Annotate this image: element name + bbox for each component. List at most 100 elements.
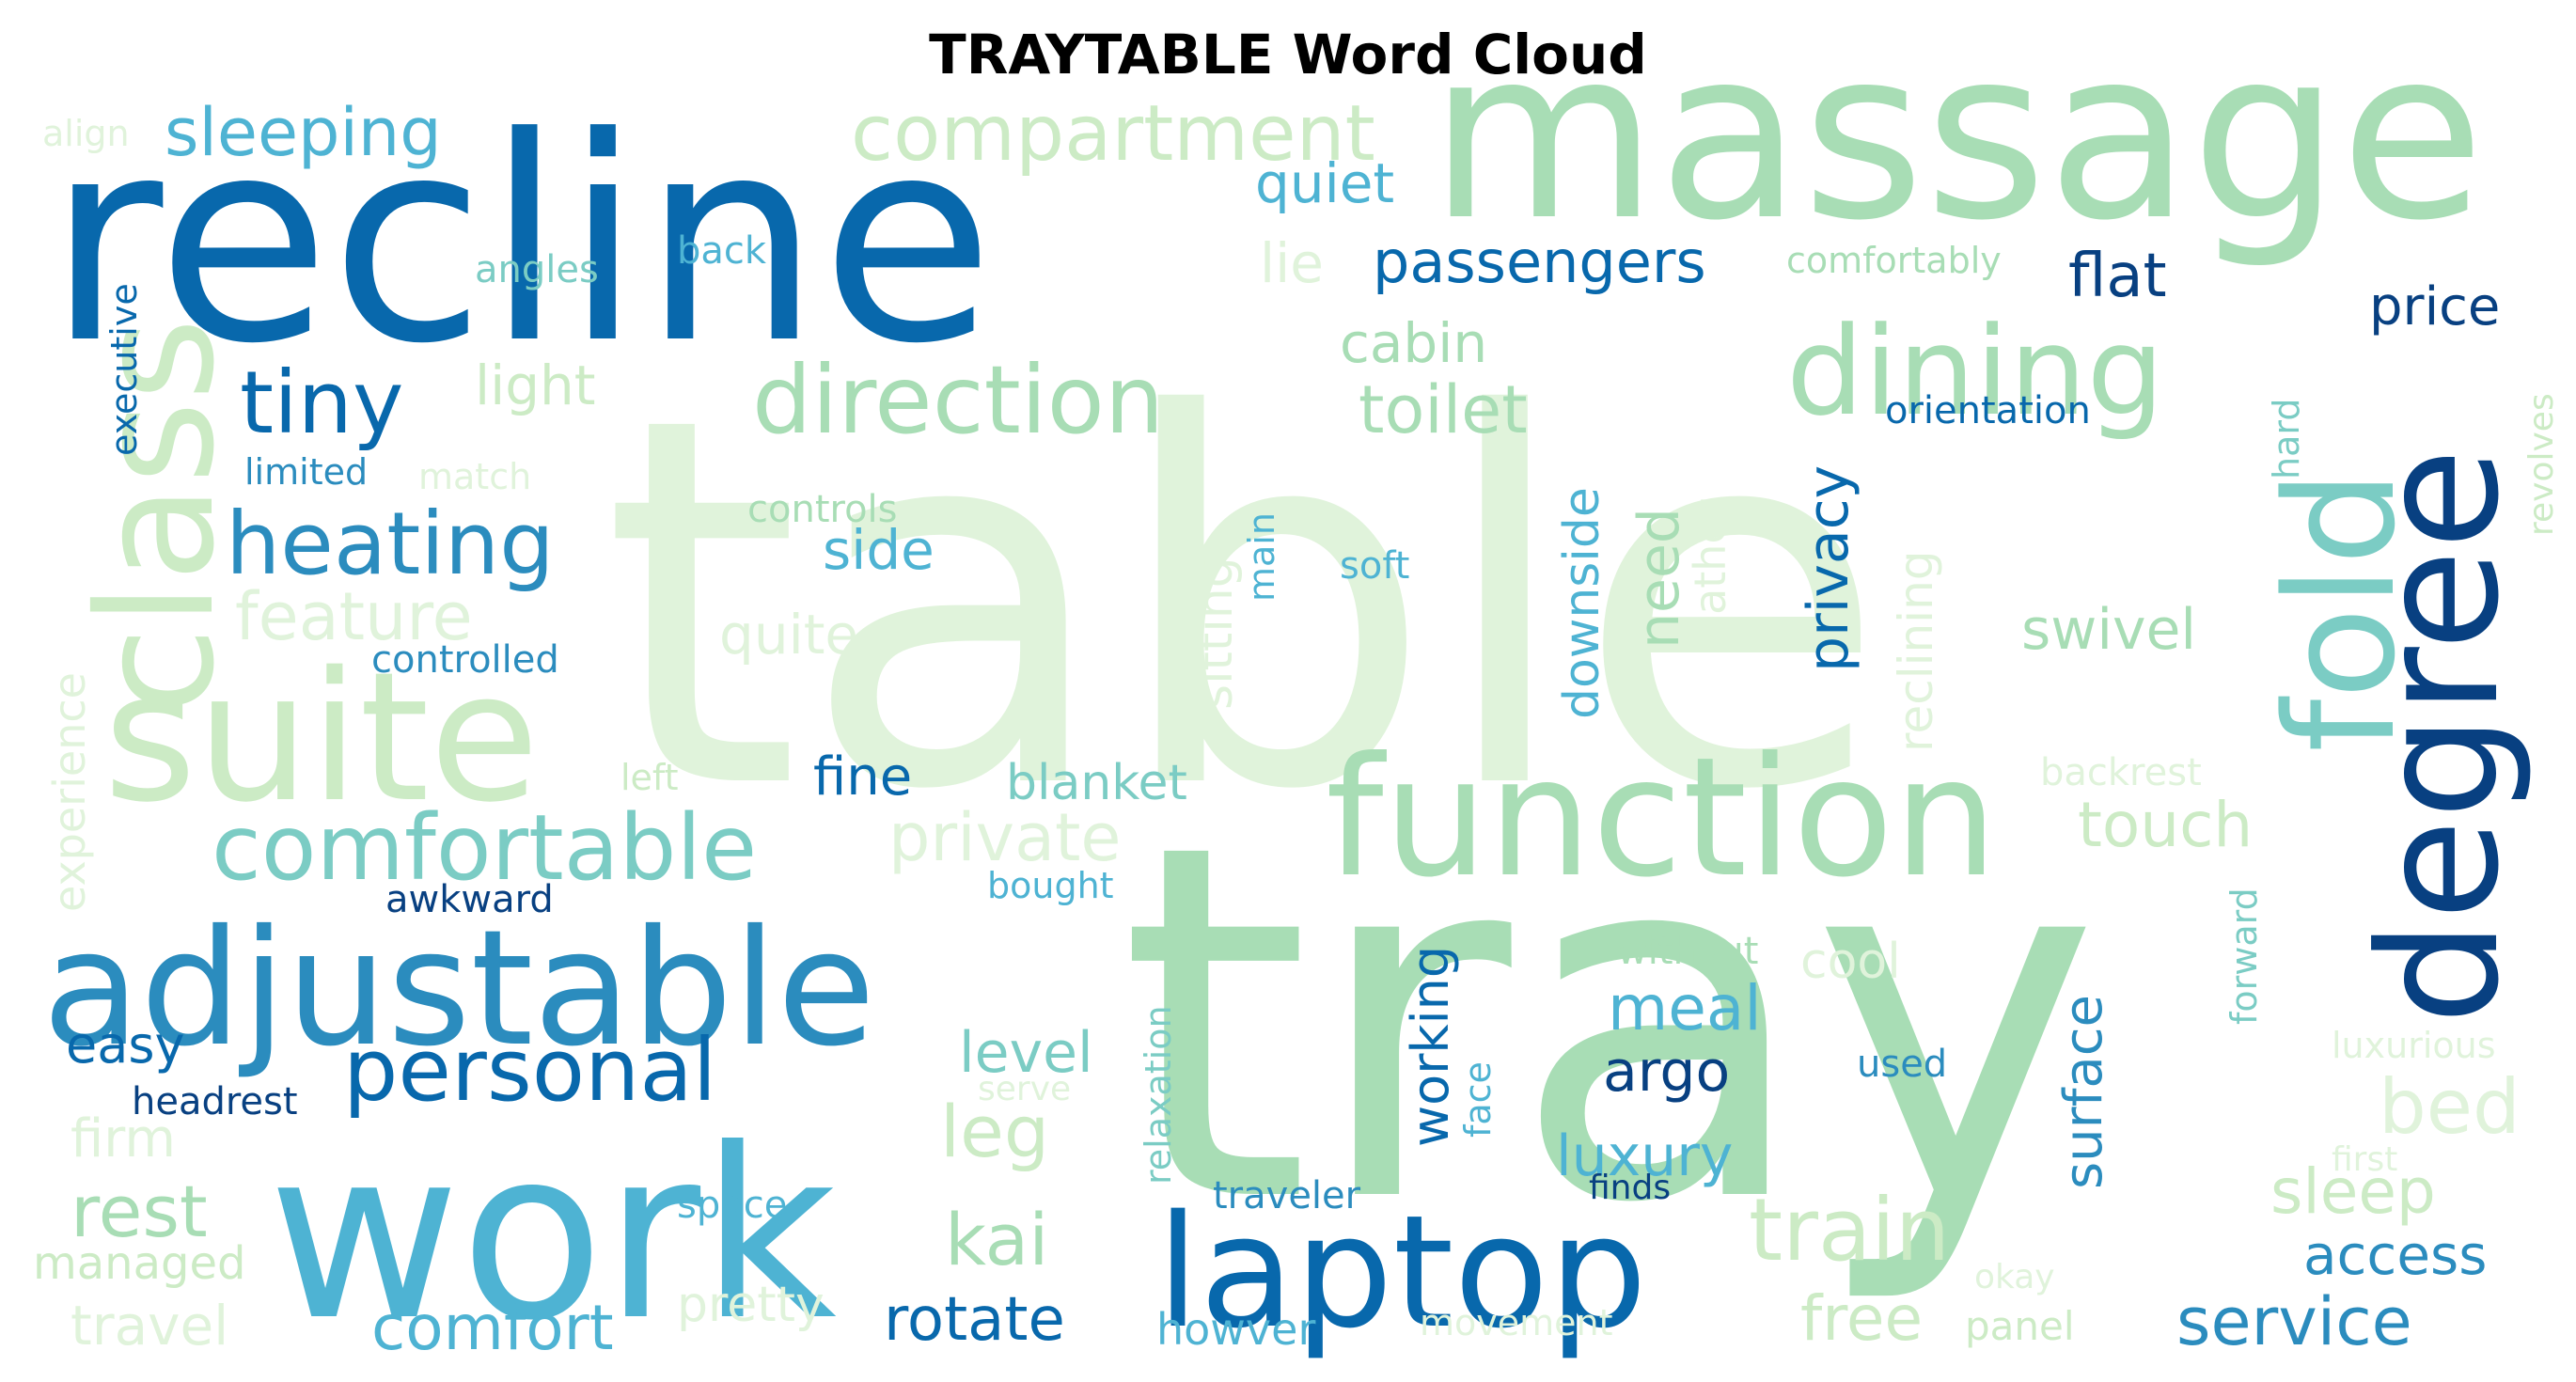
word-hard: hard [2266,399,2307,479]
word-meal: meal [1608,972,1762,1044]
word-managed: managed [33,1237,245,1290]
word-experience: experience [44,672,95,912]
word-rotate: rotate [884,1285,1065,1355]
word-function: function [1326,723,1998,914]
word-surface: surface [2053,995,2114,1189]
word-price: price [2369,276,2500,338]
word-face: face [1457,1061,1499,1138]
word-align: align [42,113,130,154]
word-used: used [1857,1043,1947,1086]
word-quite: quite [719,603,858,667]
word-need: need [1626,508,1692,649]
word-bought: bought [987,865,1114,906]
word-headrest: headrest [132,1080,298,1123]
word-private: private [888,799,1122,876]
word-free: free [1800,1282,1923,1355]
word-feature: feature [235,578,473,655]
word-revolves: revolves [2522,393,2561,536]
word-light: light [475,353,596,417]
word-controlled: controlled [371,638,559,682]
word-main: main [1241,512,1282,602]
word-sitting: sitting [1187,557,1244,710]
word-swivel: swivel [2021,597,2196,663]
word-cool: cool [1800,934,1901,990]
word-comfortable: comfortable [212,795,757,901]
word-tiny: tiny [240,353,403,453]
word-space: space [677,1184,787,1227]
word-work: work [268,1098,837,1372]
word-relaxation: relaxation [1138,1005,1179,1185]
word-easy: easy [66,1015,184,1075]
word-sleep: sleep [2270,1155,2436,1228]
word-howver: howver [1156,1304,1315,1355]
word-okay: okay [1974,1258,2055,1296]
word-passengers: passengers [1373,228,1706,296]
word-left: left [620,757,679,798]
word-privacy: privacy [1796,465,1861,672]
word-backrest: backrest [2040,751,2202,794]
word-controls: controls [747,488,898,531]
word-access: access [2303,1223,2487,1287]
word-pretty: pretty [677,1277,825,1333]
word-argo: argo [1603,1039,1730,1105]
word-downside: downside [1554,487,1610,719]
word-first: first [2332,1140,2397,1179]
word-rest: rest [71,1170,208,1253]
word-flat: flat [2068,242,2167,311]
word-comfort: comfort [371,1292,614,1364]
word-match: match [418,456,531,497]
word-cloud-title: TRAYTABLE Word Cloud [929,23,1647,86]
word-executive: executive [103,283,145,456]
word-comfortably: comfortably [1786,240,2002,281]
word-blanket: blanket [1006,755,1187,811]
word-tray: tray [1119,740,2100,1310]
word-adjustable: adjustable [42,896,875,1082]
word-personal: personal [343,1020,716,1121]
word-angles: angles [475,248,599,291]
word-compartment: compartment [851,89,1375,179]
word-laptop: laptop [1156,1182,1647,1362]
word-heating: heating [226,494,555,594]
word-quiet: quiet [1255,151,1394,215]
word-without: without [1617,930,1758,973]
word-panel: panel [1965,1303,2075,1349]
word-luxury: luxury [1556,1123,1733,1189]
word-leather: leather [1685,499,1736,653]
word-luxurious: luxurious [2332,1025,2496,1066]
word-direction: direction [752,345,1164,455]
word-toilet: toilet [1359,371,1528,448]
word-class: class [64,318,250,715]
word-leg: leg [940,1090,1049,1173]
word-limited: limited [244,451,368,493]
word-dining: dining [1786,300,2164,443]
word-back: back [677,229,767,273]
word-touch: touch [2078,789,2253,861]
word-forward: forward [2223,887,2265,1025]
word-cabin: cabin [1340,311,1487,375]
word-degree: degree [2345,448,2536,1025]
word-bed: bed [2379,1063,2521,1151]
word-working: working [1401,946,1460,1147]
word-suite: suite [103,634,540,841]
word-firm: firm [71,1108,176,1170]
word-orientation: orientation [1885,389,2091,432]
word-level: level [959,1020,1093,1086]
word-kai: kai [945,1198,1048,1281]
word-sleeping: sleeping [165,94,442,171]
word-table: table [602,310,1888,901]
word-fold: fold [2253,470,2428,752]
word-massage: massage [1429,0,2485,272]
word-travel: travel [71,1294,228,1358]
word-recline: recline [47,77,995,405]
word-train: train [1749,1180,1950,1280]
word-awkward: awkward [385,878,554,921]
word-reclining: reclining [1889,550,1943,752]
word-finds: finds [1589,1169,1671,1207]
word-movement: movement [1420,1302,1613,1343]
word-service: service [2176,1283,2412,1360]
word-soft: soft [1340,544,1409,588]
word-lie: lie [1260,231,1324,295]
word-side: side [823,518,935,582]
word-fine: fine [813,746,912,808]
